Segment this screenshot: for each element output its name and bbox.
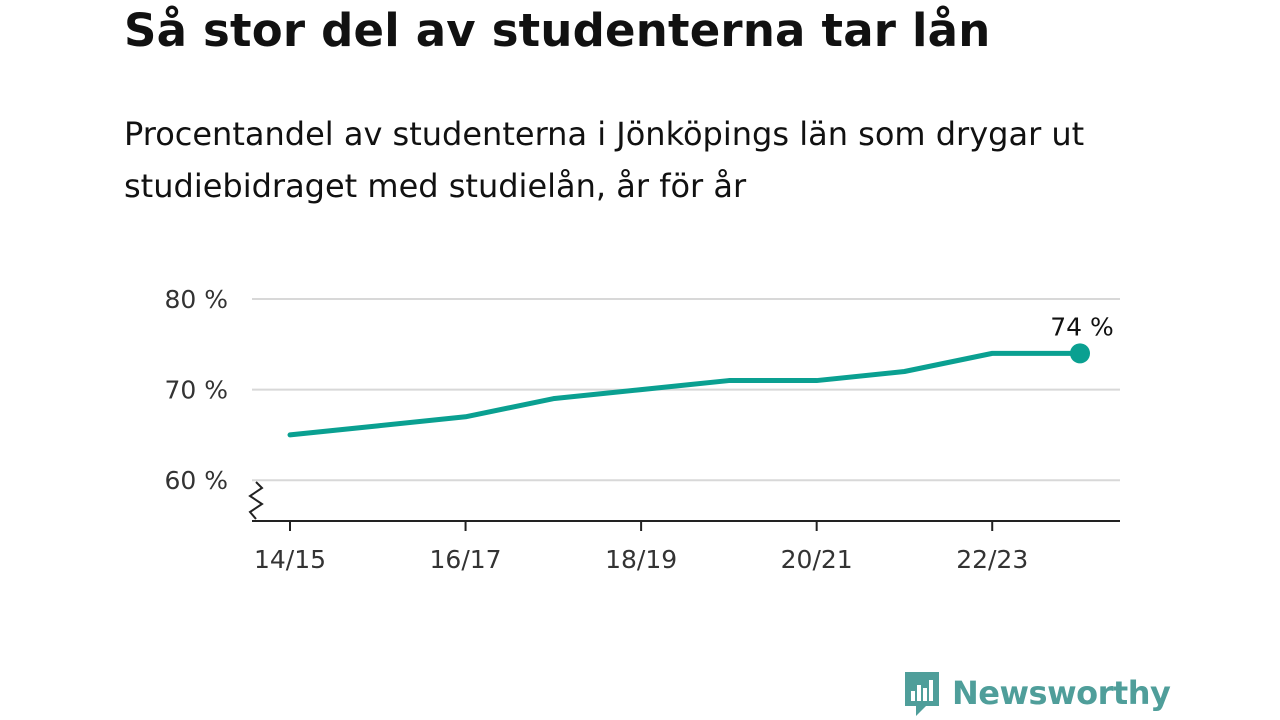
x-tick-label: 16/17 bbox=[430, 545, 502, 574]
end-point bbox=[1070, 343, 1090, 364]
x-tick-label: 22/23 bbox=[956, 545, 1028, 574]
chart-title: Så stor del av studenterna tar lån bbox=[124, 4, 991, 57]
series-line bbox=[287, 350, 1083, 438]
y-tick-label: 80 % bbox=[164, 285, 228, 314]
chart-subtitle: Procentandel av studenterna i Jönköpings… bbox=[124, 115, 1085, 205]
x-axis: 14/15 16/17 18/19 20/21 22/23 bbox=[252, 520, 1120, 574]
line-chart: 60 % 70 % 80 % 14/15 16/17 18/19 20/21 22/23 7… bbox=[164, 285, 1120, 574]
y-axis-break bbox=[248, 481, 264, 520]
y-tick-label: 70 % bbox=[164, 376, 228, 405]
brand-name: Newsworthy bbox=[952, 674, 1171, 712]
newsworthy-logo-icon bbox=[905, 672, 939, 716]
gridlines bbox=[252, 298, 1120, 482]
y-axis-ticks: 60 % 70 % 80 % bbox=[164, 285, 264, 520]
end-value-label: 74 % bbox=[1050, 312, 1114, 341]
brand-logo: Newsworthy bbox=[902, 668, 1171, 718]
series-layer: 74 % bbox=[287, 312, 1114, 438]
y-tick-label: 60 % bbox=[164, 466, 228, 495]
x-tick-label: 14/15 bbox=[254, 545, 326, 574]
x-tick-label: 20/21 bbox=[781, 545, 853, 574]
x-tick-label: 18/19 bbox=[605, 545, 677, 574]
